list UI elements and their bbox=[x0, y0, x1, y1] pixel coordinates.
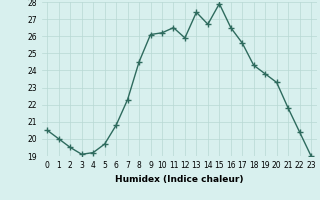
X-axis label: Humidex (Indice chaleur): Humidex (Indice chaleur) bbox=[115, 175, 244, 184]
